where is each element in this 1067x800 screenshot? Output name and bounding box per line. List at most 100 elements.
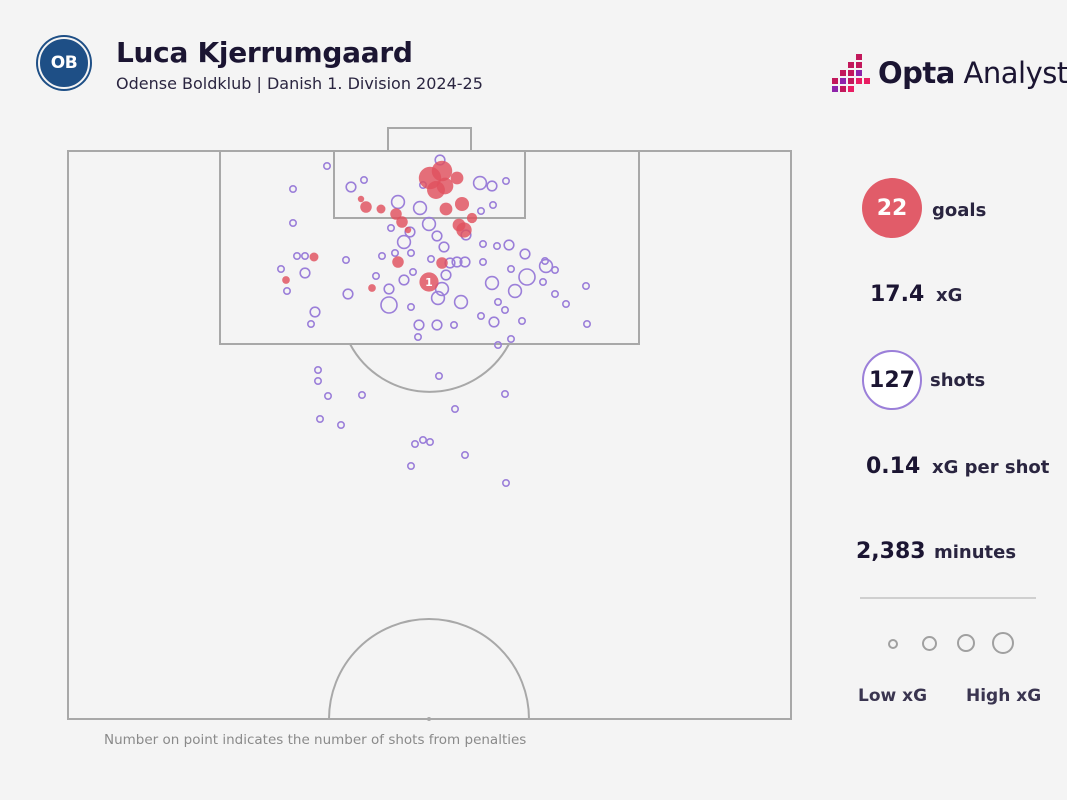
shot-marker — [434, 371, 443, 380]
goal-marker — [431, 160, 453, 182]
shot-marker — [430, 290, 446, 306]
shot-marker — [341, 255, 350, 264]
shot-marker — [418, 435, 427, 444]
shot-marker — [476, 207, 485, 216]
shot-marker — [550, 265, 559, 274]
goal-marker — [390, 208, 402, 220]
goal-marker — [404, 226, 412, 234]
shot-marker — [288, 219, 297, 228]
shot-marker — [386, 224, 395, 233]
legend-size-m — [957, 634, 975, 652]
goals-label: goals — [932, 200, 987, 221]
shot-marker — [413, 332, 422, 341]
shot-marker — [309, 306, 321, 318]
goals-circle: 22 — [862, 178, 922, 238]
club-badge-text: OB — [50, 53, 78, 73]
goal-marker — [282, 276, 290, 284]
shot-marker — [476, 311, 485, 320]
shot-marker — [519, 248, 531, 260]
goal-marker — [466, 212, 478, 224]
footnote: Number on point indicates the number of … — [104, 732, 527, 748]
shot-marker — [500, 389, 509, 398]
shot-marker — [431, 230, 443, 242]
legend-size-l — [992, 632, 1014, 654]
shot-marker — [582, 319, 591, 328]
goal-marker — [436, 257, 448, 269]
shot-marker — [538, 258, 554, 274]
shot-marker — [460, 450, 469, 459]
shot-marker — [322, 162, 331, 171]
goal-marker — [419, 272, 439, 292]
shot-marker — [503, 239, 515, 251]
xg-per-shot-label: xG per shot — [932, 457, 1050, 478]
shot-marker — [501, 177, 510, 186]
shot-marker — [398, 274, 410, 286]
shot-marker — [390, 194, 406, 210]
centre-spot — [427, 717, 431, 721]
shot-marker — [451, 256, 463, 268]
goal-outline — [387, 127, 472, 152]
shot-marker — [450, 404, 459, 413]
xg-value: 17.4 — [870, 282, 925, 307]
club-competition-subtitle: Odense Boldklub | Danish 1. Division 202… — [116, 74, 483, 93]
xg-per-shot-value: 0.14 — [866, 454, 921, 479]
goal-marker — [450, 171, 464, 185]
goal-marker — [392, 256, 404, 268]
goal-marker — [436, 177, 454, 195]
shot-marker — [336, 420, 345, 429]
xg-label: xG — [936, 285, 963, 306]
shot-marker — [410, 439, 419, 448]
goal-marker — [309, 252, 319, 262]
opta-analyst-logo: Opta Analyst — [832, 52, 1067, 94]
shot-marker — [440, 269, 452, 281]
shot-marker — [359, 176, 368, 185]
shot-marker — [478, 240, 487, 249]
shot-marker — [550, 289, 559, 298]
goals-stat: 22 goals — [850, 170, 1060, 238]
shot-marker — [488, 201, 497, 210]
legend-high-xg: High xG — [966, 686, 1042, 706]
shot-marker — [506, 334, 515, 343]
penalty-count-label: 1 — [425, 276, 433, 289]
goal-marker — [439, 202, 453, 216]
centre-circle — [328, 618, 530, 720]
shot-marker — [406, 461, 415, 470]
minutes-stat: 2,383 minutes — [850, 528, 1060, 588]
opta-logo-icon — [832, 54, 870, 92]
shot-marker — [488, 316, 500, 328]
shot-marker — [486, 180, 498, 192]
goal-marker — [452, 218, 466, 232]
shot-marker — [300, 252, 309, 261]
shot-marker — [345, 181, 357, 193]
shot-marker — [315, 414, 324, 423]
goal-marker — [376, 204, 386, 214]
shot-marker — [371, 271, 380, 280]
shot-marker — [292, 252, 301, 261]
header: OB Luca Kjerrumgaard Odense Boldklub | D… — [0, 0, 1067, 110]
minutes-value: 2,383 — [856, 539, 926, 564]
pitch-outline — [67, 150, 792, 720]
shot-marker — [507, 283, 523, 299]
shot-marker — [478, 257, 487, 266]
shot-marker — [412, 200, 428, 216]
shot-marker — [396, 234, 412, 250]
goal-marker — [357, 195, 365, 203]
shot-marker — [323, 391, 332, 400]
shot-marker — [421, 216, 437, 232]
shot-marker — [453, 294, 469, 310]
shot-marker — [342, 288, 354, 300]
shot-marker — [501, 478, 510, 487]
shot-marker — [404, 226, 416, 238]
brand-text-bold: Opta — [878, 56, 955, 90]
shot-marker — [306, 319, 315, 328]
penalty-arc — [349, 343, 510, 393]
shots-layer — [276, 154, 591, 487]
shot-marker — [406, 249, 415, 258]
shot-marker — [493, 297, 502, 306]
shot-marker — [518, 268, 536, 286]
shot-marker — [434, 281, 450, 297]
shot-marker — [472, 175, 488, 191]
shot-marker — [449, 320, 458, 329]
shot-marker — [506, 264, 515, 273]
